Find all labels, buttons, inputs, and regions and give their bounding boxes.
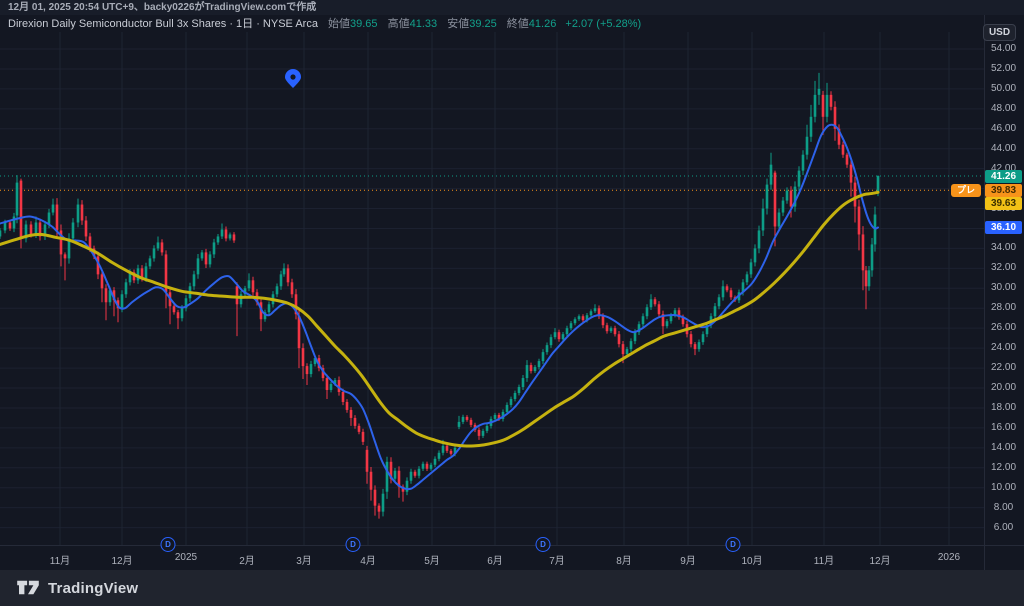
dividend-marker[interactable]: D [345, 537, 361, 552]
tradingview-logo[interactable]: TradingView [16, 579, 138, 597]
symbol-title[interactable]: Direxion Daily Semiconductor Bull 3x Sha… [8, 18, 318, 30]
close-value: 41.26 [528, 18, 557, 30]
price-axis-label: 34.00 [990, 242, 1017, 254]
time-axis-label: 2026 [937, 552, 961, 563]
price-axis-separator [984, 15, 985, 570]
price-axis-label: 46.00 [990, 122, 1017, 134]
price-axis-label: 22.00 [990, 362, 1017, 374]
price-axis-label: 54.00 [990, 43, 1017, 54]
time-axis-label: 2月 [239, 556, 255, 567]
time-axis-label: 3月 [296, 556, 312, 567]
time-axis-label: 11月 [49, 556, 71, 567]
price-axis-label: 18.00 [990, 401, 1017, 413]
price-axis-label: 44.00 [990, 142, 1017, 154]
grid-layer [0, 32, 985, 545]
time-axis-label: 8月 [616, 556, 632, 567]
price-axis-label: 50.00 [990, 82, 1017, 94]
map-pin-icon[interactable] [285, 69, 301, 88]
price-axis-label: 12.00 [990, 461, 1017, 473]
price-axis-label: 28.00 [990, 302, 1017, 314]
price-axis-label: 10.00 [990, 481, 1017, 493]
tradingview-logo-text: TradingView [48, 579, 139, 597]
price-axis-label: 24.00 [990, 342, 1017, 354]
price-axis-label: 6.00 [993, 521, 1014, 533]
price-axis-label: 30.00 [990, 282, 1017, 294]
time-axis-label: 7月 [549, 556, 565, 567]
watermark-text: 12月 01, 2025 20:54 UTC+9、backy0226がTradi… [8, 2, 317, 13]
price-axis-label: 14.00 [990, 441, 1017, 453]
time-axis-label: 6月 [487, 556, 503, 567]
price-axis-label: 32.00 [990, 262, 1017, 274]
footer-bar: TradingView [0, 570, 1024, 606]
time-axis-separator [0, 545, 1024, 546]
price-axis-label: 16.00 [990, 421, 1017, 433]
low-label: 安値 [447, 18, 470, 30]
candles-layer [0, 72, 880, 519]
ma-slow-line[interactable] [0, 190, 880, 448]
price-badge-41.26: 41.26 [985, 169, 1022, 183]
low-value: 39.25 [469, 18, 497, 30]
price-axis-label: 52.00 [990, 62, 1017, 74]
candlestick-chart[interactable] [0, 0, 1024, 570]
time-axis-label: 4月 [360, 556, 376, 567]
open-label: 始値 [328, 18, 351, 30]
price-axis-label: 8.00 [993, 501, 1014, 513]
time-axis-label: 9月 [680, 556, 696, 567]
tradingview-logo-icon [17, 580, 39, 595]
close-label: 終値 [506, 18, 529, 30]
time-axis-label: 5月 [424, 556, 440, 567]
time-axis-label: 11月 [813, 556, 835, 567]
open-value: 39.65 [350, 18, 378, 30]
time-axis-label: 12月 [869, 556, 891, 567]
high-value: 41.33 [409, 18, 438, 30]
change-value: +2.07 (+5.28%) [565, 18, 642, 30]
price-axis-label: 42.00 [990, 162, 1017, 174]
dividend-marker[interactable]: D [535, 537, 551, 552]
time-axis-label: 10月 [741, 556, 763, 567]
price-axis-label: 48.00 [990, 102, 1017, 114]
price-axis-label: 26.00 [990, 322, 1017, 334]
price-axis-label: 20.00 [990, 382, 1017, 393]
premarket-tag-badge: プレ [951, 184, 981, 197]
time-axis-label: 12月 [111, 556, 133, 567]
symbol-legend: Direxion Daily Semiconductor Bull 3x Sha… [8, 17, 641, 32]
dividend-marker[interactable]: D [160, 537, 176, 552]
price-badge-39.83: 39.83 [985, 184, 1022, 197]
price-badge-36.10: 36.10 [985, 221, 1022, 234]
time-axis-label: 2025 [174, 552, 198, 563]
currency-toggle-button[interactable]: USD [983, 24, 1016, 41]
watermark-bar: 12月 01, 2025 20:54 UTC+9、backy0226がTradi… [0, 0, 1024, 15]
dividend-marker[interactable]: D [725, 537, 741, 552]
high-label: 高値 [387, 18, 410, 30]
ma-fast-line[interactable] [0, 123, 879, 491]
price-badge-39.63: 39.63 [985, 196, 1022, 210]
